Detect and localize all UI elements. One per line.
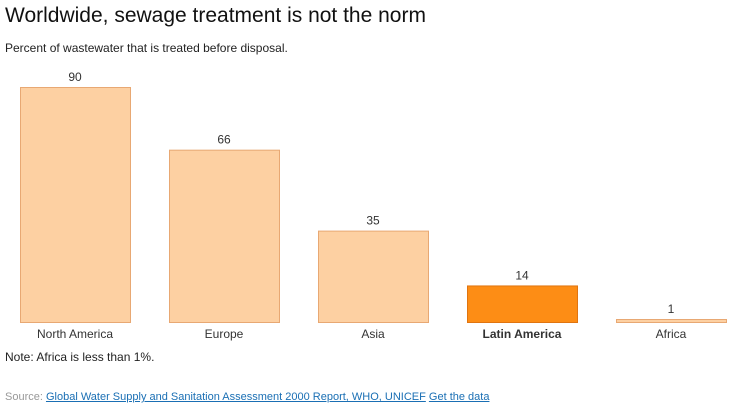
bar-africa	[616, 319, 727, 323]
bar-latin-america	[467, 285, 578, 324]
source-line: Source: Global Water Supply and Sanitati…	[5, 391, 489, 403]
bar-chart: 90 North America 66 Europe 35 Asia 14 Latin Ame…	[20, 70, 727, 341]
value-label-europe: 66	[217, 133, 231, 147]
source-prefix: Source:	[5, 391, 46, 403]
value-label-north-america: 90	[68, 70, 82, 84]
value-label-africa: 1	[668, 302, 675, 316]
get-data-link[interactable]: Get the data	[428, 391, 490, 403]
bars-group: 90 North America 66 Europe 35 Asia 14 Latin Ame…	[20, 70, 727, 341]
category-label-europe: Europe	[205, 327, 244, 341]
source-link[interactable]: Global Water Supply and Sanitation Asses…	[45, 391, 426, 403]
bar-europe	[169, 149, 280, 323]
category-label-north-america: North America	[37, 327, 113, 341]
bar-north-america	[20, 87, 131, 323]
category-label-africa: Africa	[656, 327, 687, 341]
value-label-latin-america: 14	[515, 268, 529, 282]
value-label-asia: 35	[366, 214, 380, 228]
chart-note: Note: Africa is less than 1%.	[5, 350, 155, 364]
chart-subtitle: Percent of wastewater that is treated be…	[5, 41, 288, 55]
category-label-latin-america: Latin America	[483, 327, 562, 341]
bar-asia	[318, 230, 429, 323]
category-label-asia: Asia	[361, 327, 385, 341]
chart-title: Worldwide, sewage treatment is not the n…	[5, 4, 426, 27]
